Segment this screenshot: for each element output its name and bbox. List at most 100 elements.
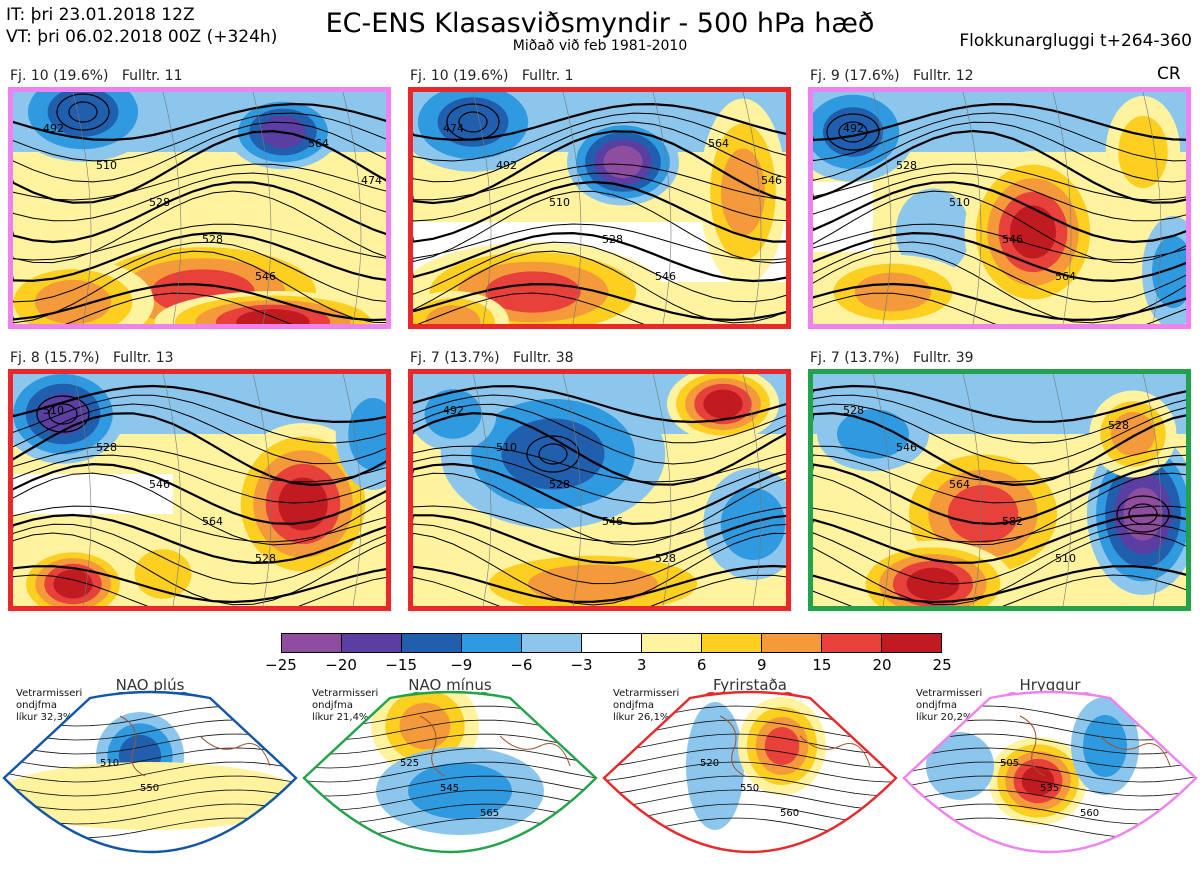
- low-center-contour: [458, 111, 488, 133]
- height-contour: [13, 190, 386, 264]
- height-contour: [13, 523, 386, 585]
- height-contour: [813, 472, 1186, 546]
- graticule-line: [252, 374, 272, 606]
- graticule-line: [1142, 374, 1162, 606]
- contour-label: 510: [549, 196, 570, 209]
- regime-contour: [904, 747, 1196, 769]
- height-contour: [413, 472, 786, 546]
- height-contour: [13, 394, 386, 444]
- graticule-line: [1052, 374, 1072, 606]
- height-contour: [813, 505, 1186, 543]
- regime-contour: [304, 761, 596, 783]
- regime-contour-label: 560: [780, 808, 799, 819]
- colorbar-swatch: [882, 634, 941, 652]
- graticule-line: [962, 92, 982, 324]
- contour-label: 528: [549, 478, 570, 491]
- height-contour: [413, 505, 786, 543]
- contour-label: 528: [255, 552, 276, 565]
- anomaly-colorbar: [281, 633, 942, 653]
- regime-contour-label: 550: [740, 783, 759, 794]
- regime-contour-label: 535: [1040, 783, 1059, 794]
- contour-label: 510: [1055, 552, 1076, 565]
- low-center-contour: [48, 403, 78, 425]
- regime-contour: [4, 789, 296, 811]
- colorbar-tick-label: −25: [265, 656, 297, 674]
- height-contour: [813, 384, 1186, 423]
- anomaly-blob: [278, 477, 328, 531]
- regime-contour: [4, 761, 296, 783]
- contour-label: 546: [1002, 233, 1023, 246]
- regime-contour: [604, 747, 896, 769]
- height-contour: [13, 241, 386, 303]
- panel-1-caption: Fj. 10 (19.6%) Fulltr. 11: [10, 68, 183, 84]
- regime-contour: [4, 747, 296, 769]
- height-contour: [413, 163, 786, 201]
- anomaly-blob: [53, 569, 93, 599]
- height-contour: [413, 445, 786, 483]
- contour-label: 546: [896, 441, 917, 454]
- colorbar-tick-label: 25: [932, 656, 952, 674]
- panel-3-caption: Fj. 9 (17.6%) Fulltr. 12: [810, 68, 974, 84]
- height-contour: [13, 231, 386, 282]
- graticule-line: [252, 92, 272, 324]
- colorbar-tick-label: 15: [812, 656, 832, 674]
- contour-label: 546: [149, 478, 170, 491]
- anomaly-blob: [720, 488, 786, 560]
- height-contour: [13, 129, 386, 204]
- contour-label: 510: [496, 441, 517, 454]
- colorbar-tick-label: −15: [385, 656, 418, 674]
- contour-label: 564: [708, 137, 729, 150]
- contour-label: 528: [896, 159, 917, 172]
- height-contour: [813, 445, 1186, 483]
- colorbar-swatch: [582, 634, 642, 652]
- graticule-line: [162, 92, 182, 324]
- height-contour: [813, 292, 1186, 324]
- height-contour: [813, 411, 1186, 487]
- height-contour: [413, 231, 786, 283]
- height-contour: [413, 532, 786, 606]
- height-contour: [813, 403, 1186, 465]
- contour-label: 510: [949, 196, 970, 209]
- contour-label: 582: [1002, 515, 1023, 528]
- contour-label: 492: [496, 159, 517, 172]
- height-contour: [13, 505, 386, 543]
- height-contour: [13, 462, 386, 525]
- contour-label: 528: [202, 233, 223, 246]
- height-contour: [813, 102, 1186, 142]
- height-contour: [13, 172, 386, 222]
- graticule-line: [162, 374, 182, 606]
- anomaly-blob: [895, 188, 971, 276]
- anomaly-blob: [854, 272, 932, 312]
- low-center-contour: [446, 103, 500, 141]
- contour-label: 474: [443, 122, 464, 135]
- map-panel-6: 528 546 564 582 510 528: [808, 369, 1191, 611]
- anomaly-blob: [1118, 116, 1168, 188]
- colorbar-swatch: [762, 634, 822, 652]
- regime-contour: [904, 789, 1196, 811]
- graticule-line: [652, 92, 672, 324]
- height-contour: [413, 403, 786, 465]
- contour-label: 564: [202, 515, 223, 528]
- graticule-line: [562, 92, 582, 324]
- panel-5-caption: Fj. 7 (13.7%) Fulltr. 38: [410, 350, 574, 366]
- graticule-line: [472, 92, 492, 324]
- contour-label: 528: [655, 552, 676, 565]
- height-contour: [813, 121, 1186, 183]
- contour-label: 528: [1108, 419, 1129, 432]
- coastline: [419, 715, 571, 777]
- colorbar-swatch: [462, 634, 522, 652]
- anomaly-blob: [822, 107, 884, 157]
- regime-contour: [304, 747, 596, 769]
- contour-label: 528: [96, 441, 117, 454]
- regime-map-nao-plus: 510 550: [2, 690, 298, 854]
- height-contour: [813, 129, 1186, 204]
- colorbar-swatch: [522, 634, 582, 652]
- contour-label: 528: [843, 404, 864, 417]
- regime-3-note: Vetrarmisseri ondjfma líkur 26,1%: [613, 688, 680, 723]
- height-contour: [13, 532, 386, 606]
- regime-contour-label: 550: [140, 783, 159, 794]
- corner-label: CR: [1157, 64, 1181, 84]
- height-contour: [13, 282, 386, 322]
- graticule-line: [472, 374, 492, 606]
- anomaly-blob: [485, 271, 581, 313]
